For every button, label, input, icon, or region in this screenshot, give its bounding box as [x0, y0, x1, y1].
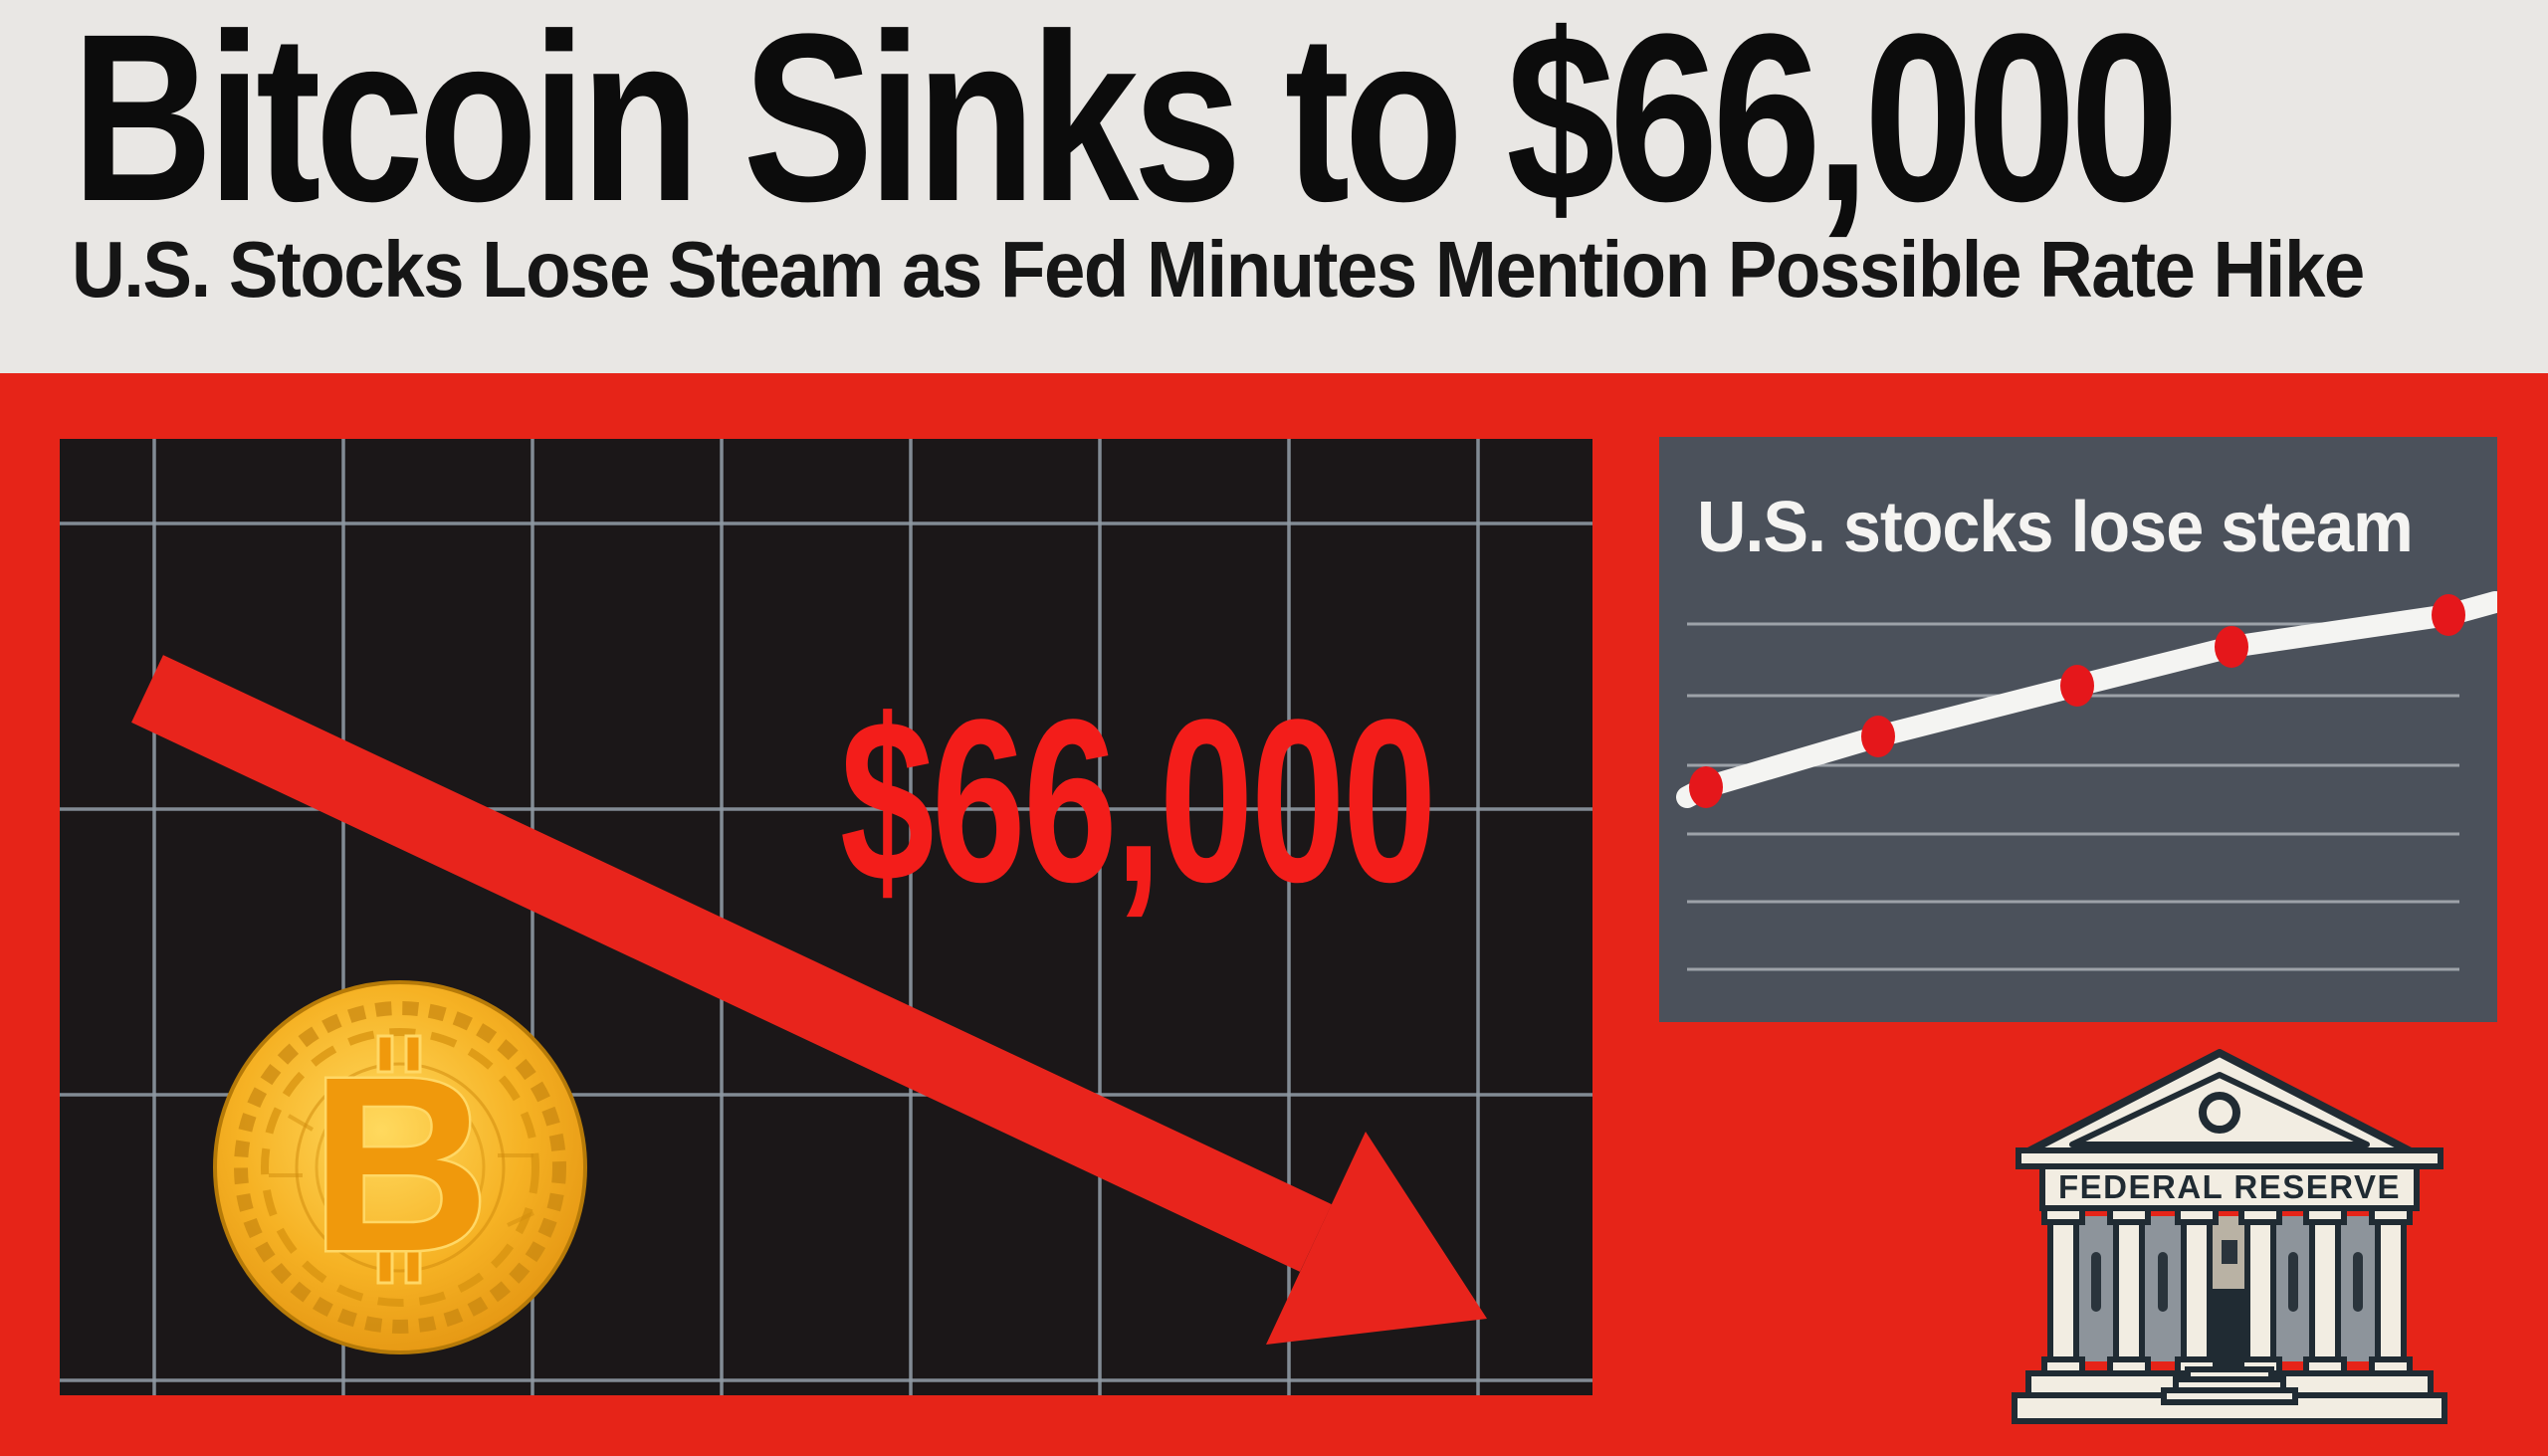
page-subtitle: U.S. Stocks Lose Steam as Fed Minutes Me… [72, 225, 2365, 313]
base-steps [2012, 1366, 2447, 1424]
stocks-chart-panel: U.S. stocks lose steam [1659, 437, 2497, 1022]
pediment-ornament [2199, 1092, 2240, 1134]
bitcoin-b-symbol: B [308, 1023, 493, 1306]
bitcoin-coin-icon: B [213, 980, 587, 1354]
coin-circuit-traces [269, 1114, 534, 1227]
decline-arrow-icon [131, 655, 1487, 1345]
coin-circuit-ring-1 [295, 1062, 506, 1273]
bitcoin-chart-panel: $66,000 B [60, 439, 1592, 1395]
federal-reserve-building-icon: FEDERAL RESERVE [2012, 1049, 2447, 1424]
page-title: Bitcoin Sinks to $66,000 [72, 0, 2179, 251]
coin-face [213, 980, 587, 1354]
pediment-inner-line [2069, 1072, 2370, 1147]
price-label: $66,000 [840, 672, 1437, 931]
stocks-panel-title: U.S. stocks lose steam [1697, 488, 2414, 567]
coin-rim-text-ring [234, 1001, 566, 1334]
header: Bitcoin Sinks to $66,000 U.S. Stocks Los… [0, 0, 2548, 373]
svg-text:B: B [311, 1025, 491, 1303]
coin-tick-ring [261, 1028, 539, 1307]
stocks-line-chart [1676, 591, 2497, 971]
frieze [2039, 1163, 2420, 1211]
federal-reserve-label: FEDERAL RESERVE [2058, 1168, 2401, 1205]
coin-circuit-ring-2 [315, 1082, 486, 1253]
